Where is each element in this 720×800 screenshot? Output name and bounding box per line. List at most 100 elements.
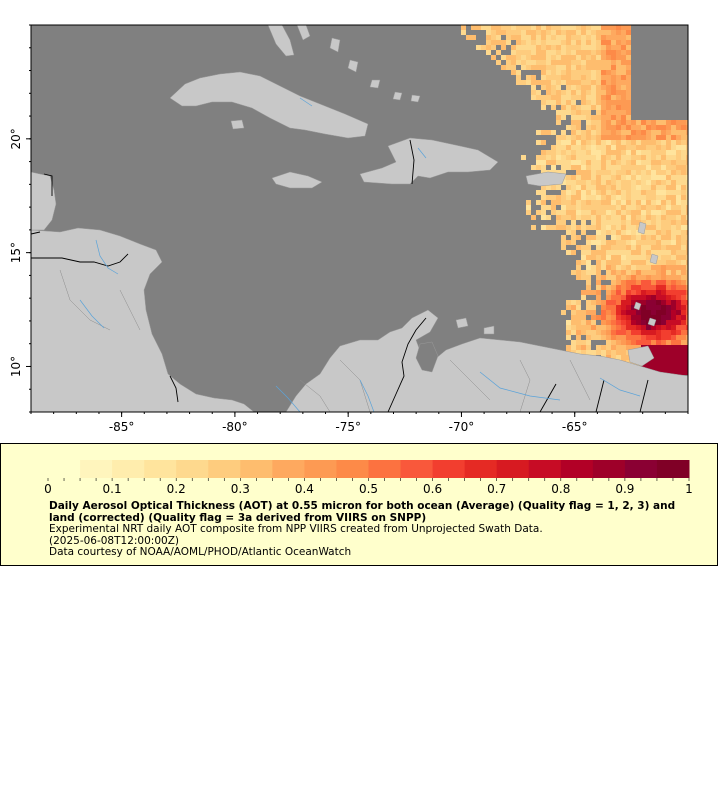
aot-cell: [666, 155, 671, 160]
aot-cell: [596, 235, 601, 240]
aot-cell: [656, 235, 661, 240]
aot-cell: [606, 340, 611, 345]
colorbar-swatch: [464, 460, 498, 478]
aot-cell: [636, 300, 641, 305]
aot-cell: [596, 175, 601, 180]
aot-cell: [556, 115, 561, 120]
aot-cell: [546, 195, 551, 200]
aot-cell: [621, 130, 626, 135]
aot-cell: [516, 50, 521, 55]
aot-cell: [626, 260, 631, 265]
map-frame: [30, 24, 689, 413]
aot-cell: [626, 150, 631, 155]
aot-cell: [591, 325, 596, 330]
aot-cell: [586, 260, 591, 265]
aot-cell: [581, 220, 586, 225]
aot-cell: [591, 315, 596, 320]
colorbar-swatch: [176, 460, 209, 478]
aot-cell: [681, 215, 686, 220]
aot-cell: [616, 110, 621, 115]
aot-cell: [591, 85, 596, 90]
aot-cell: [566, 195, 571, 200]
aot-cell: [576, 35, 581, 40]
aot-cell: [561, 165, 566, 170]
aot-cell: [551, 55, 556, 60]
aot-cell: [516, 75, 521, 80]
aot-cell: [561, 130, 566, 135]
aot-cell: [606, 350, 611, 355]
aot-cell: [551, 65, 556, 70]
colorbar-swatch: [624, 460, 658, 478]
isla-juventud-land: [230, 119, 245, 130]
aot-cell: [626, 135, 631, 140]
aot-cell: [661, 275, 666, 280]
aot-cell: [596, 145, 601, 150]
aot-cell: [561, 95, 566, 100]
aot-cell: [581, 100, 586, 105]
aot-cell: [666, 175, 671, 180]
aot-cell: [676, 175, 681, 180]
aot-cell: [631, 195, 636, 200]
aot-cell: [551, 80, 556, 85]
aot-cell: [596, 220, 601, 225]
aot-cell: [501, 55, 506, 60]
aot-cell: [611, 285, 616, 290]
aot-cell: [506, 65, 511, 70]
aot-cell: [661, 240, 666, 245]
aot-cell: [621, 145, 626, 150]
bahamas-island: [329, 37, 341, 53]
axis-layer: -85° -80° -75° -70° -65°20°15°10°: [9, 24, 689, 434]
aot-cell: [626, 225, 631, 230]
aot-cell: [686, 265, 688, 270]
aot-cell: [651, 220, 656, 225]
aot-cell: [661, 165, 666, 170]
aot-cell: [601, 45, 606, 50]
aot-cell: [641, 330, 646, 335]
aot-cell: [686, 210, 688, 215]
aot-cell: [681, 185, 686, 190]
colorbar-tick-label: 0: [44, 482, 52, 496]
aot-cell: [631, 165, 636, 170]
aot-cell: [551, 95, 556, 100]
aot-cell: [681, 155, 686, 160]
aot-cell: [651, 195, 656, 200]
aot-cell: [621, 50, 626, 55]
aot-cell: [651, 175, 656, 180]
aot-cell: [581, 210, 586, 215]
aot-cell: [676, 130, 681, 135]
aot-cell: [541, 205, 546, 210]
aot-cell: [646, 180, 651, 185]
aot-cell: [566, 320, 571, 325]
aot-cell: [686, 140, 688, 145]
aot-cell: [681, 170, 686, 175]
aot-cell: [596, 120, 601, 125]
aot-cell: [541, 185, 546, 190]
aot-cell: [621, 295, 626, 300]
aot-cell: [621, 65, 626, 70]
aot-cell: [596, 300, 601, 305]
aot-cell: [586, 195, 591, 200]
aot-cell: [621, 150, 626, 155]
aot-cell: [656, 170, 661, 175]
aot-cell: [611, 95, 616, 100]
aot-cell: [656, 200, 661, 205]
aot-cell: [611, 25, 616, 30]
aot-cell: [596, 30, 601, 35]
aot-cell: [651, 135, 656, 140]
aot-cell: [646, 300, 651, 305]
aot-cell: [631, 305, 636, 310]
aot-cell: [561, 55, 566, 60]
aot-cell: [616, 100, 621, 105]
aot-cell: [566, 105, 571, 110]
aot-cell: [571, 225, 576, 230]
aot-cell: [636, 345, 641, 350]
aot-cell: [631, 180, 636, 185]
aot-cell: [591, 350, 596, 355]
aot-cell: [541, 130, 546, 135]
aot-cell: [646, 240, 651, 245]
aot-cell: [596, 95, 601, 100]
aot-cell: [671, 185, 676, 190]
aot-cell: [601, 285, 606, 290]
aot-cell: [511, 30, 516, 35]
aot-cell: [556, 155, 561, 160]
